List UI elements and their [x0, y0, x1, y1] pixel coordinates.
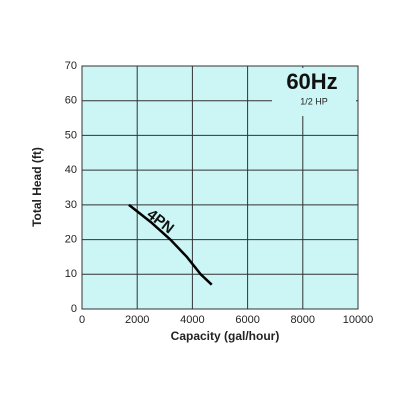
- x-tick-label: 4000: [180, 314, 204, 326]
- plot-border: [81, 65, 359, 310]
- curve: [128, 203, 213, 286]
- y-tick-label: 30: [65, 199, 77, 211]
- x-tick-label: 2000: [125, 314, 149, 326]
- annotation-box: [272, 68, 356, 116]
- y-tick-label: 50: [65, 129, 77, 141]
- y-tick-label: 10: [65, 268, 77, 280]
- y-tick-label: 40: [65, 164, 77, 176]
- y-axis-label: Total Head (ft): [30, 147, 44, 227]
- y-tick-label: 20: [65, 233, 77, 245]
- y-tick-label: 60: [65, 95, 77, 107]
- x-tick-label: 6000: [235, 314, 259, 326]
- y-tick-label: 70: [65, 60, 77, 72]
- x-tick-label: 8000: [291, 314, 315, 326]
- x-axis-label: Capacity (gal/hour): [171, 329, 280, 343]
- annotation-sub: 1/2 HP: [300, 96, 328, 106]
- x-tick-label: 0: [79, 314, 85, 326]
- annotation-title: 60Hz: [286, 69, 337, 94]
- x-tick-label: 10000: [343, 314, 374, 326]
- y-tick-label: 0: [71, 303, 77, 315]
